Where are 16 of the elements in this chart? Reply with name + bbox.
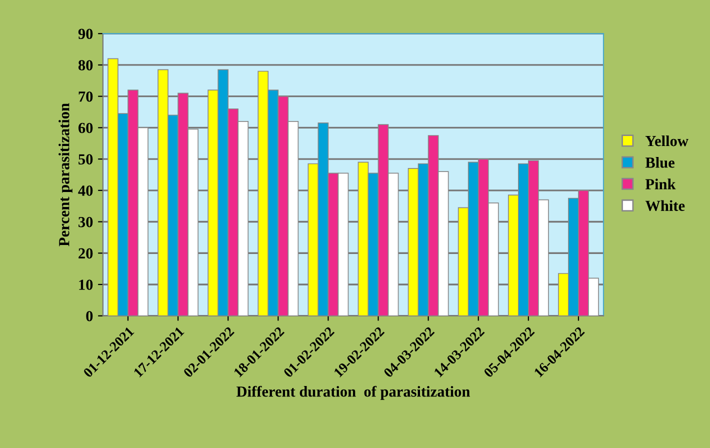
legend-label: Blue bbox=[645, 157, 674, 168]
y-axis-title: Percent parasitization bbox=[58, 103, 72, 246]
x-axis-title: Different duration of parasitization bbox=[236, 386, 470, 400]
y-tick-label: 0 bbox=[86, 310, 93, 322]
y-tick-label: 30 bbox=[78, 216, 93, 228]
y-tick-label: 10 bbox=[79, 280, 93, 290]
y-tick-label: 70 bbox=[78, 91, 93, 102]
legend-label: White bbox=[645, 200, 685, 212]
y-tick-label: 40 bbox=[78, 186, 93, 196]
legend-label: Pink bbox=[645, 178, 676, 190]
y-tick-label: 20 bbox=[78, 248, 93, 259]
y-tick-label: 80 bbox=[78, 60, 93, 70]
y-tick-label: 90 bbox=[78, 28, 93, 40]
legend-label: Yellow bbox=[645, 135, 688, 146]
y-tick-label: 50 bbox=[78, 154, 93, 164]
y-tick-label: 60 bbox=[78, 122, 93, 134]
